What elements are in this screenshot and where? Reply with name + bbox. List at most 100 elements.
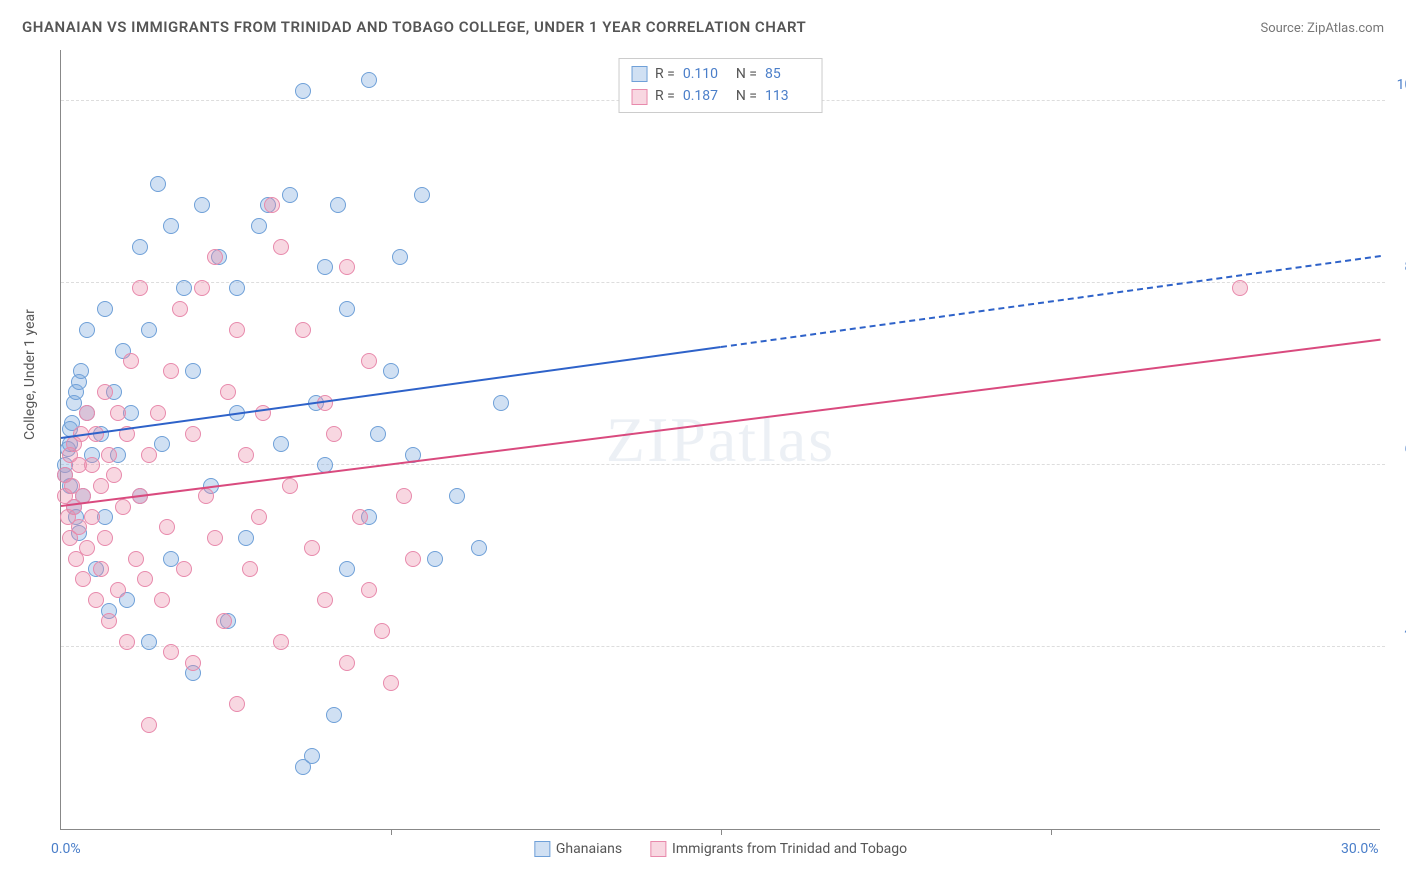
- y-tick-label: 100.0%: [1387, 77, 1406, 93]
- scatter-marker: [73, 363, 89, 379]
- scatter-marker: [119, 634, 135, 650]
- scatter-marker: [128, 551, 144, 567]
- gridline-horizontal: [61, 464, 1385, 465]
- scatter-marker: [132, 280, 148, 296]
- scatter-marker: [229, 322, 245, 338]
- scatter-marker: [123, 353, 139, 369]
- scatter-marker: [383, 675, 399, 691]
- scatter-marker: [370, 426, 386, 442]
- scatter-marker: [106, 467, 122, 483]
- scatter-marker: [317, 259, 333, 275]
- scatter-marker: [238, 447, 254, 463]
- scatter-marker: [330, 197, 346, 213]
- scatter-marker: [317, 592, 333, 608]
- series-legend: Ghanaians Immigrants from Trinidad and To…: [534, 841, 907, 857]
- scatter-marker: [251, 509, 267, 525]
- gridline-horizontal: [61, 646, 1385, 647]
- x-tick-label: 30.0%: [1341, 841, 1379, 857]
- n-label: N =: [736, 85, 757, 107]
- n-value: 85: [765, 63, 810, 85]
- scatter-marker: [207, 249, 223, 265]
- scatter-marker: [93, 478, 109, 494]
- scatter-marker: [154, 436, 170, 452]
- scatter-marker: [101, 447, 117, 463]
- scatter-marker: [163, 363, 179, 379]
- scatter-marker: [242, 561, 258, 577]
- scatter-marker: [427, 551, 443, 567]
- scatter-marker: [97, 301, 113, 317]
- scatter-marker: [88, 592, 104, 608]
- correlation-legend-row: R =0.110N =85: [631, 63, 810, 85]
- scatter-marker: [97, 530, 113, 546]
- legend-label: Immigrants from Trinidad and Tobago: [672, 841, 907, 857]
- r-label: R =: [655, 85, 675, 107]
- n-value: 113: [765, 85, 810, 107]
- scatter-marker: [84, 457, 100, 473]
- r-value: 0.110: [683, 63, 728, 85]
- scatter-marker: [172, 301, 188, 317]
- scatter-plot-area: ZIPatlas 47.5%65.0%82.5%100.0%0.0%30.0%R…: [60, 50, 1380, 830]
- y-tick-label: 65.0%: [1387, 441, 1406, 457]
- x-tick-label: 0.0%: [51, 841, 81, 857]
- legend-label: Ghanaians: [556, 841, 622, 857]
- scatter-marker: [216, 613, 232, 629]
- scatter-marker: [141, 447, 157, 463]
- scatter-marker: [97, 384, 113, 400]
- scatter-marker: [326, 707, 342, 723]
- scatter-marker: [374, 623, 390, 639]
- scatter-marker: [282, 187, 298, 203]
- scatter-marker: [264, 197, 280, 213]
- scatter-marker: [229, 696, 245, 712]
- scatter-marker: [282, 478, 298, 494]
- scatter-marker: [194, 197, 210, 213]
- scatter-marker: [154, 592, 170, 608]
- x-tick: [721, 829, 722, 835]
- trend-line: [61, 338, 1381, 506]
- chart-header: GHANAIAN VS IMMIGRANTS FROM TRINIDAD AND…: [22, 18, 1384, 36]
- scatter-marker: [207, 530, 223, 546]
- scatter-marker: [71, 519, 87, 535]
- scatter-marker: [273, 634, 289, 650]
- scatter-marker: [176, 280, 192, 296]
- scatter-marker: [361, 582, 377, 598]
- scatter-marker: [185, 655, 201, 671]
- scatter-marker: [339, 259, 355, 275]
- scatter-marker: [405, 551, 421, 567]
- r-value: 0.187: [683, 85, 728, 107]
- scatter-marker: [273, 239, 289, 255]
- scatter-marker: [392, 249, 408, 265]
- scatter-marker: [295, 83, 311, 99]
- scatter-marker: [220, 384, 236, 400]
- scatter-marker: [295, 322, 311, 338]
- correlation-legend: R = 0.110 N = 85R = 0.187 N = 113: [618, 58, 823, 113]
- trend-line: [61, 346, 721, 439]
- scatter-marker: [159, 519, 175, 535]
- scatter-marker: [339, 561, 355, 577]
- n-label: N =: [736, 63, 757, 85]
- scatter-marker: [339, 301, 355, 317]
- scatter-marker: [115, 499, 131, 515]
- legend-swatch: [631, 89, 647, 105]
- correlation-legend-row: R = 0.187 N = 113: [631, 85, 810, 107]
- scatter-marker: [471, 540, 487, 556]
- scatter-marker: [339, 655, 355, 671]
- scatter-marker: [185, 426, 201, 442]
- scatter-marker: [273, 436, 289, 452]
- scatter-marker: [137, 571, 153, 587]
- scatter-marker: [198, 488, 214, 504]
- scatter-marker: [132, 239, 148, 255]
- scatter-marker: [304, 748, 320, 764]
- legend-item: Immigrants from Trinidad and Tobago: [650, 841, 907, 857]
- scatter-marker: [150, 405, 166, 421]
- scatter-marker: [229, 280, 245, 296]
- y-tick-label: 82.5%: [1387, 259, 1406, 275]
- scatter-marker: [75, 571, 91, 587]
- scatter-marker: [163, 644, 179, 660]
- scatter-marker: [176, 561, 192, 577]
- scatter-marker: [1232, 280, 1248, 296]
- scatter-marker: [101, 613, 117, 629]
- scatter-marker: [185, 363, 201, 379]
- scatter-marker: [396, 488, 412, 504]
- source-attribution: Source: ZipAtlas.com: [1260, 21, 1384, 36]
- legend-swatch: [631, 66, 647, 82]
